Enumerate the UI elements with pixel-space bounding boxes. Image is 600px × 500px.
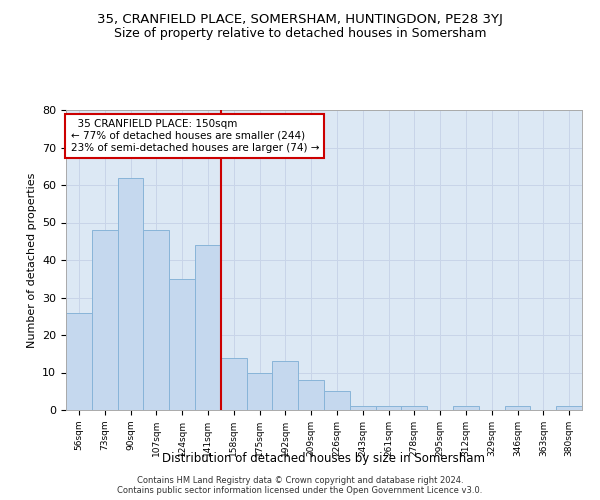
Bar bbox=[453, 406, 479, 410]
Bar bbox=[324, 391, 350, 410]
Bar bbox=[221, 358, 247, 410]
Bar bbox=[143, 230, 169, 410]
Bar bbox=[376, 406, 401, 410]
Bar bbox=[556, 406, 582, 410]
Text: Distribution of detached houses by size in Somersham: Distribution of detached houses by size … bbox=[163, 452, 485, 465]
Y-axis label: Number of detached properties: Number of detached properties bbox=[26, 172, 37, 348]
Text: 35, CRANFIELD PLACE, SOMERSHAM, HUNTINGDON, PE28 3YJ: 35, CRANFIELD PLACE, SOMERSHAM, HUNTINGD… bbox=[97, 12, 503, 26]
Text: Contains HM Land Registry data © Crown copyright and database right 2024.: Contains HM Land Registry data © Crown c… bbox=[137, 476, 463, 485]
Text: Size of property relative to detached houses in Somersham: Size of property relative to detached ho… bbox=[114, 28, 486, 40]
Bar bbox=[247, 372, 272, 410]
Bar bbox=[505, 406, 530, 410]
Bar bbox=[272, 361, 298, 410]
Bar bbox=[401, 406, 427, 410]
Bar bbox=[195, 245, 221, 410]
Bar bbox=[118, 178, 143, 410]
Bar bbox=[66, 312, 92, 410]
Text: 35 CRANFIELD PLACE: 150sqm
← 77% of detached houses are smaller (244)
23% of sem: 35 CRANFIELD PLACE: 150sqm ← 77% of deta… bbox=[71, 120, 319, 152]
Text: Contains public sector information licensed under the Open Government Licence v3: Contains public sector information licen… bbox=[118, 486, 482, 495]
Bar bbox=[350, 406, 376, 410]
Bar bbox=[298, 380, 324, 410]
Bar bbox=[92, 230, 118, 410]
Bar bbox=[169, 279, 195, 410]
